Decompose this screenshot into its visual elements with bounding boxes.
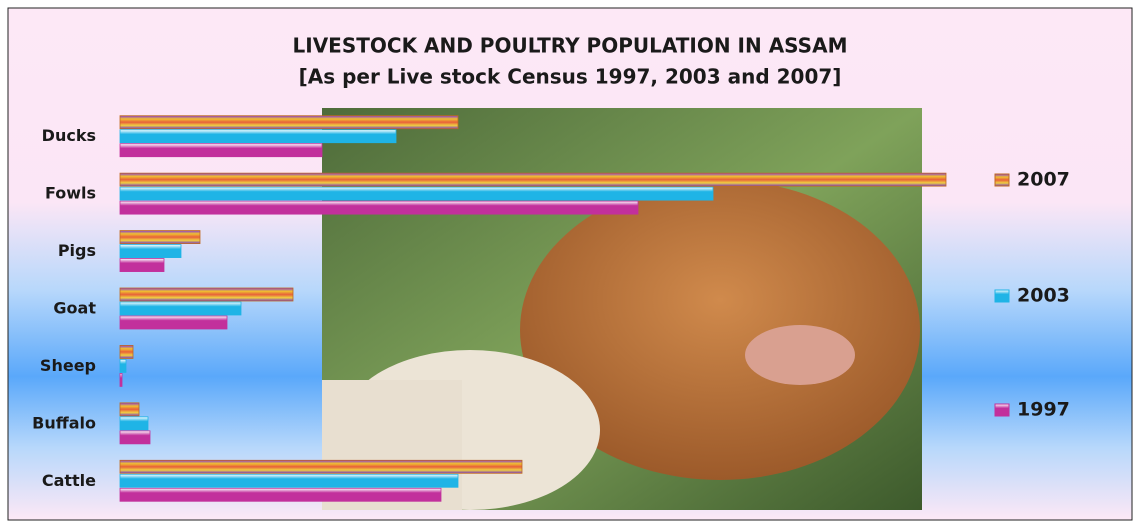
legend-swatch (994, 403, 1010, 417)
bar (119, 402, 140, 417)
bar (119, 200, 639, 215)
bar (119, 115, 459, 130)
bar (119, 345, 134, 359)
y-tick-label: Cattle (42, 471, 96, 490)
bar (119, 244, 182, 258)
bar (119, 258, 165, 272)
chart-title: LIVESTOCK AND POULTRY POPULATION IN ASSA… (293, 34, 848, 58)
legend-label: 1997 (1017, 399, 1070, 421)
legend-label: 2003 (1017, 285, 1070, 307)
bar (119, 473, 459, 488)
bar (119, 359, 127, 373)
bar (119, 287, 294, 302)
bar (119, 301, 242, 316)
bar (119, 416, 149, 431)
bar (119, 487, 442, 502)
bar (119, 430, 151, 445)
y-tick-label: Ducks (42, 126, 96, 145)
y-tick-label: Sheep (40, 356, 96, 375)
legend-swatch (994, 289, 1010, 303)
y-tick-label: Buffalo (32, 413, 96, 432)
y-tick-label: Pigs (58, 241, 96, 260)
bar (119, 186, 714, 201)
bar (119, 315, 228, 330)
background-photo (322, 108, 922, 510)
bar (119, 459, 523, 474)
legend-label: 2007 (1017, 169, 1070, 191)
chart-subtitle: [As per Live stock Census 1997, 2003 and… (299, 65, 842, 89)
legend-swatch (994, 173, 1010, 187)
y-tick-label: Goat (53, 299, 96, 318)
bar (119, 129, 397, 144)
bar (119, 143, 323, 158)
bar (119, 230, 201, 244)
bar (119, 373, 123, 387)
y-tick-label: Fowls (45, 184, 96, 203)
bar (119, 172, 947, 187)
